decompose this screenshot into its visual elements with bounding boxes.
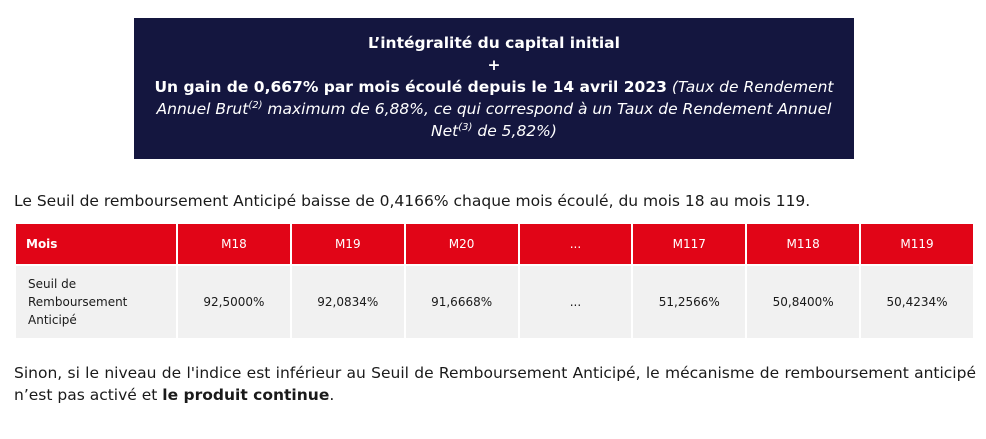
- row-label-line: Anticipé: [28, 313, 77, 327]
- header-month: ...: [519, 224, 632, 264]
- banner-gain-italic-b: maximum de 6,88%, ce qui correspond à un…: [262, 100, 832, 140]
- outro-text: Sinon, si le niveau de l'indice est infé…: [14, 364, 976, 404]
- outro-paragraph: Sinon, si le niveau de l'indice est infé…: [14, 362, 976, 406]
- threshold-value: 50,4234%: [861, 264, 973, 338]
- header-label-mois: Mois: [16, 224, 176, 264]
- threshold-value: 51,2566%: [633, 264, 746, 338]
- banner-gain-italic-a: (Taux de Rendement Annuel Brut: [156, 78, 834, 118]
- banner-gain-text: Un gain de 0,667% par mois écoulé depuis…: [134, 76, 854, 142]
- banner-capital-line: L’intégralité du capital initial: [368, 34, 620, 52]
- header-month: M118: [747, 224, 860, 264]
- row-label-line: Remboursement: [28, 295, 128, 309]
- threshold-value: 92,5000%: [178, 264, 290, 338]
- header-month: M119: [861, 224, 973, 264]
- threshold-value: 92,0834%: [291, 264, 404, 338]
- threshold-value: 91,6668%: [405, 264, 518, 338]
- threshold-table: Mois M18 M19 M20 ... M117 M118 M119 Seui…: [14, 224, 975, 338]
- outro-end: .: [329, 386, 335, 404]
- table-row: Seuil de Remboursement Anticipé 92,5000% 9…: [16, 264, 973, 338]
- threshold-value: ...: [519, 264, 632, 338]
- header-month: M20: [405, 224, 518, 264]
- intro-paragraph: Le Seuil de remboursement Anticipé baiss…: [14, 192, 811, 210]
- header-month: M117: [633, 224, 746, 264]
- banner-plus-sign: +: [487, 56, 501, 74]
- banner-gain-italic-c: de 5,82%): [472, 122, 557, 140]
- highlight-banner: L’intégralité du capital initial + Un ga…: [134, 18, 854, 159]
- row-label: Seuil de Remboursement Anticipé: [16, 264, 176, 338]
- footnote-ref-3: (3): [458, 121, 473, 133]
- banner-gain-bold: Un gain de 0,667% par mois écoulé depuis…: [154, 78, 667, 96]
- footnote-ref-2: (2): [248, 99, 263, 111]
- header-month: M19: [291, 224, 404, 264]
- table-header-row: Mois M18 M19 M20 ... M117 M118 M119: [16, 224, 973, 264]
- outro-bold-text: le produit continue: [162, 386, 330, 404]
- threshold-value: 50,8400%: [747, 264, 860, 338]
- header-month: M18: [178, 224, 290, 264]
- row-label-line: Seuil de: [28, 277, 77, 291]
